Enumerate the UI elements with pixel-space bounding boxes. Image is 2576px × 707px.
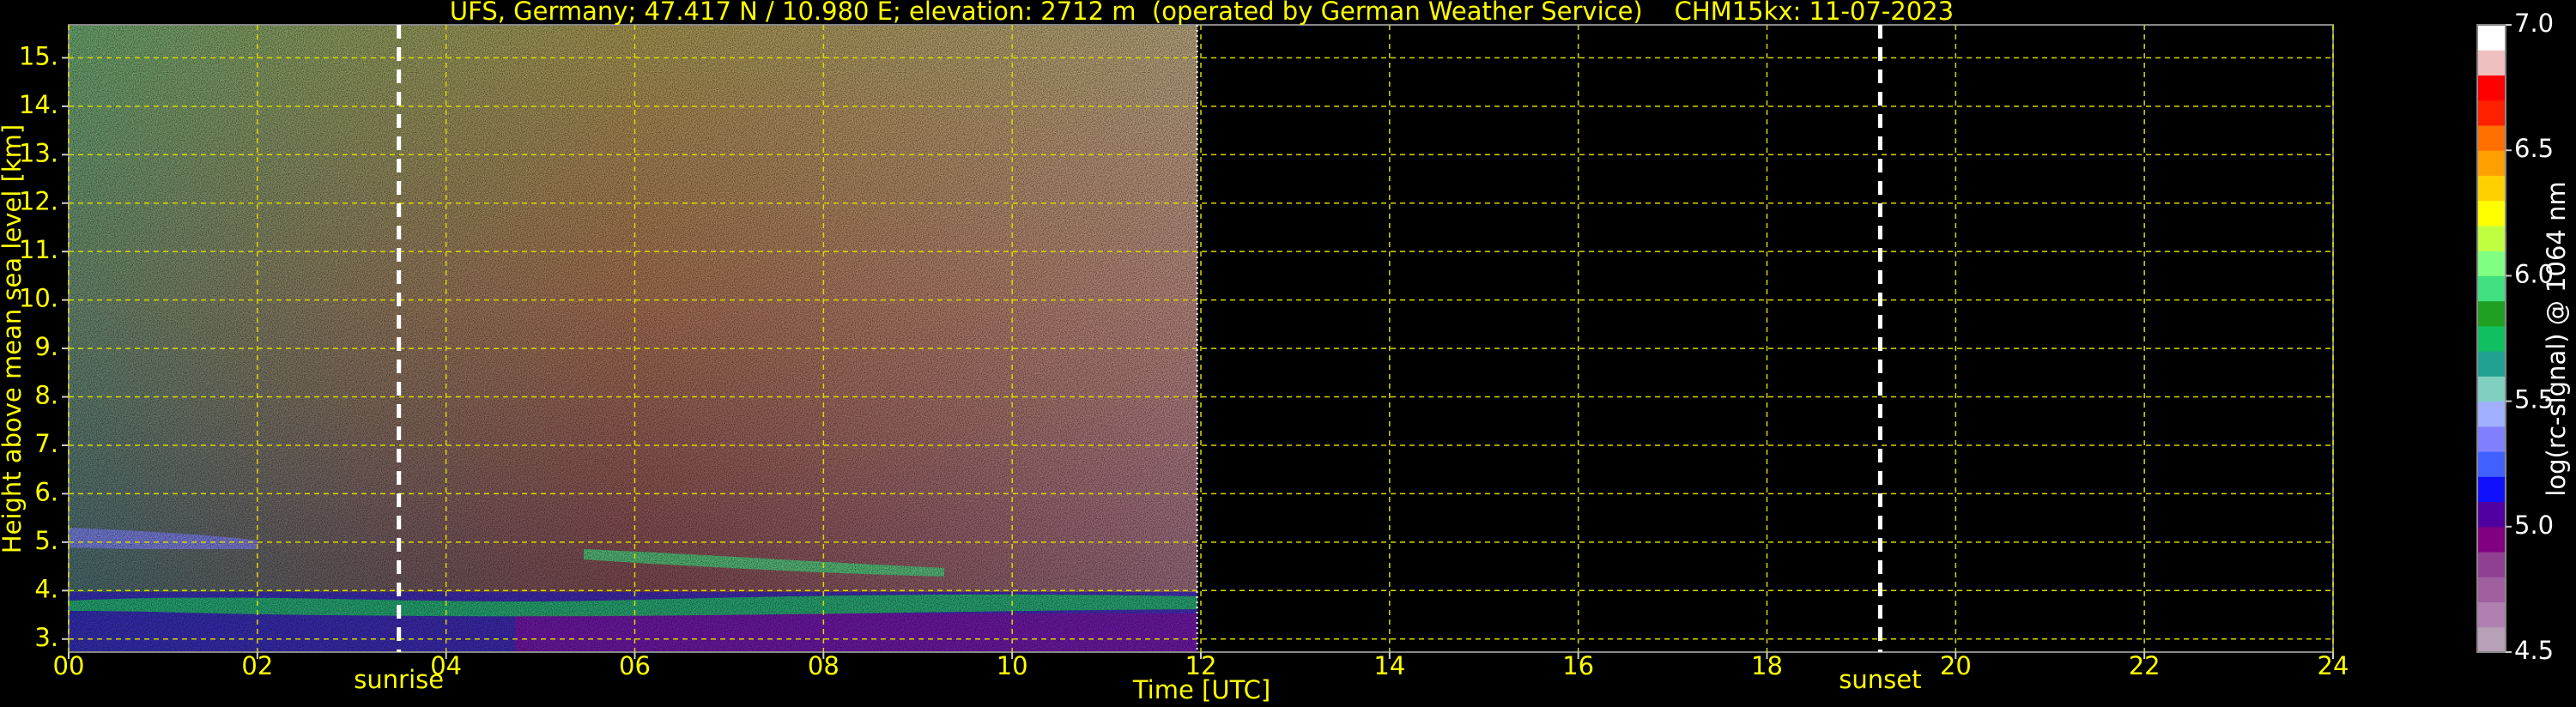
- x-tick-label: 16: [1562, 651, 1594, 680]
- y-tick-label: 9.: [34, 332, 58, 361]
- colorbar-swatch: [2477, 50, 2506, 76]
- colorbar-swatch: [2477, 175, 2506, 202]
- colorbar-swatch: [2477, 200, 2506, 227]
- chart-title: UFS, Germany; 47.417 N / 10.980 E; eleva…: [450, 0, 1954, 26]
- y-tick-label: 6.: [34, 477, 58, 506]
- x-tick-label: 08: [808, 651, 839, 680]
- colorbar-swatch: [2477, 577, 2506, 603]
- colorbar-swatch: [2477, 626, 2506, 653]
- backscatter-raster: [69, 25, 1197, 652]
- y-tick-label: 12.: [19, 187, 58, 216]
- colorbar-swatch: [2477, 552, 2506, 577]
- colorbar-swatch: [2477, 225, 2506, 251]
- x-axis-label: Time [UTC]: [1132, 675, 1270, 704]
- annotation-label: sunset: [1839, 665, 1921, 694]
- x-tick-label: 24: [2318, 651, 2349, 680]
- colorbar-swatch: [2477, 426, 2506, 452]
- x-tick-label: 18: [1751, 651, 1783, 680]
- colorbar-swatch: [2477, 476, 2506, 503]
- colorbar-frame: [2476, 24, 2506, 653]
- x-tick-label: 10: [997, 651, 1028, 680]
- colorbar-tick-label: 6.0: [2514, 259, 2554, 288]
- colorbar-swatch: [2477, 124, 2506, 151]
- x-tick-label: 22: [2129, 651, 2161, 680]
- y-tick-label: 14.: [19, 90, 58, 119]
- colorbar-swatch: [2477, 100, 2506, 126]
- annotation-label: sunrise: [354, 665, 444, 694]
- y-tick-label: 13.: [19, 138, 58, 167]
- colorbar-swatch: [2477, 401, 2506, 427]
- x-tick-label: 20: [1940, 651, 1972, 680]
- colorbar-swatch: [2477, 451, 2506, 477]
- colorbar-swatch: [2477, 325, 2506, 352]
- colorbar-swatch: [2477, 251, 2506, 276]
- y-tick-label: 4.: [34, 574, 58, 603]
- colorbar-swatch: [2477, 501, 2506, 528]
- colorbar-tick-label: 5.5: [2514, 385, 2554, 414]
- colorbar-swatch: [2477, 25, 2506, 51]
- y-tick-label: 15.: [19, 41, 58, 70]
- y-axis-label: Height above mean sea level [km]: [0, 124, 27, 553]
- x-tick-label: 02: [241, 651, 273, 680]
- x-tick-label: 12: [1185, 651, 1217, 680]
- colorbar-tick-label: 6.5: [2514, 134, 2554, 163]
- colorbar-tick-label: 7.0: [2514, 9, 2554, 38]
- colorbar-swatch: [2477, 275, 2506, 302]
- colorbar-swatch: [2477, 351, 2506, 377]
- colorbar-swatch: [2477, 526, 2506, 553]
- y-tick-label: 10.: [19, 284, 58, 313]
- colorbar-swatch: [2477, 601, 2506, 628]
- colorbar-swatch: [2477, 300, 2506, 327]
- x-tick-label: 06: [619, 651, 651, 680]
- x-tick-label: 04: [430, 651, 462, 680]
- colorbar-tick-label: 4.5: [2514, 636, 2554, 665]
- y-tick-label: 7.: [34, 429, 58, 458]
- y-tick-label: 11.: [19, 235, 58, 264]
- y-tick-label: 5.: [34, 526, 58, 555]
- x-tick-label: 00: [53, 651, 85, 680]
- colorbar-swatch: [2477, 75, 2506, 101]
- y-tick-label: 3.: [34, 623, 58, 652]
- y-tick-label: 8.: [34, 381, 58, 410]
- colorbar-label: log(rc-signal) @ 1064 nm: [2542, 181, 2571, 496]
- colorbar-swatch: [2477, 376, 2506, 402]
- colorbar-tick-label: 5.0: [2514, 511, 2554, 540]
- colorbar-swatch: [2477, 150, 2506, 176]
- x-tick-label: 14: [1373, 651, 1405, 680]
